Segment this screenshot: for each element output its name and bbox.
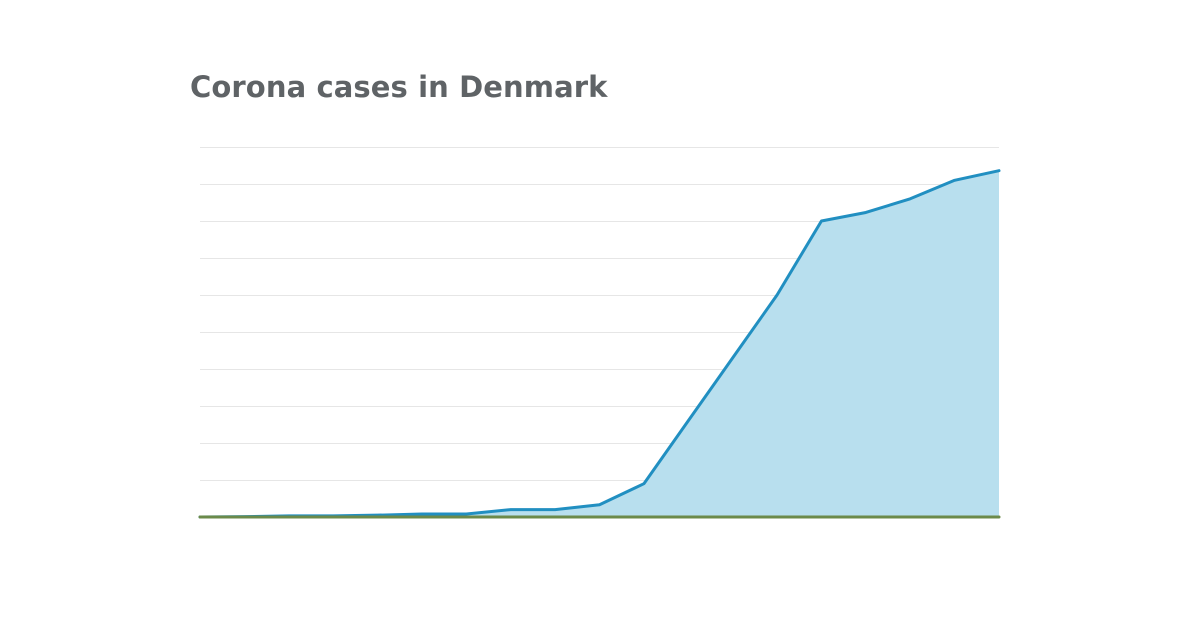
area-fill-series-1 [200, 170, 999, 517]
chart-title: Corona cases in Denmark [190, 70, 608, 104]
series-lines [198, 169, 1001, 519]
area-fills [200, 170, 999, 517]
gridlines [200, 147, 999, 518]
